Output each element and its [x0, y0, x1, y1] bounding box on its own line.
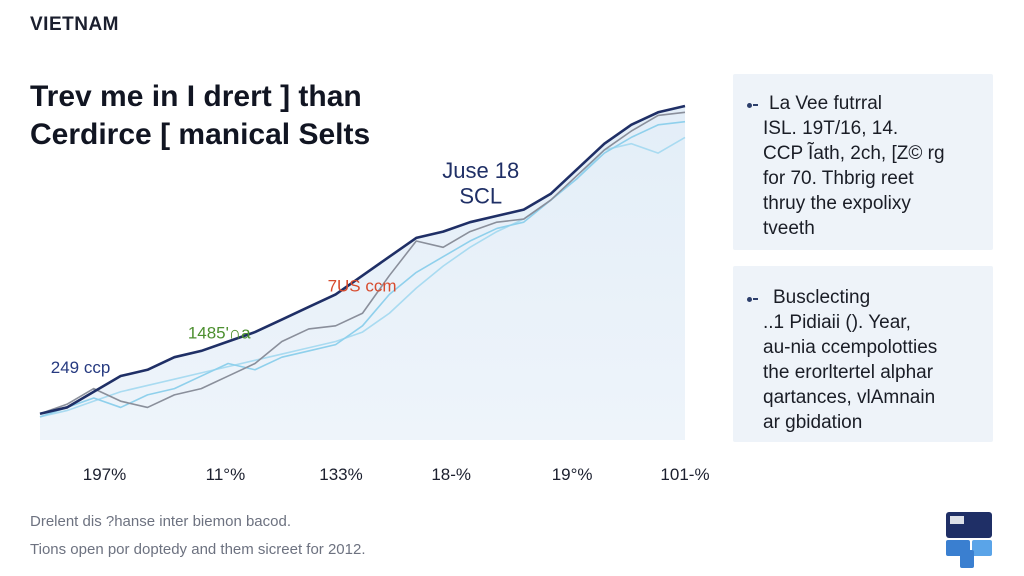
info-card-1: La Vee futrral ISL. 19T/16, 14. CCP Ĩath…	[733, 74, 993, 250]
info-card-2: Busclecting ..1 Pidiaii (). Year, au-nia…	[733, 266, 993, 442]
card-2-line-3: au-nia ccempolotties	[763, 337, 938, 358]
card-2-line-6: ar gbidation	[763, 412, 863, 433]
card-1-line-4: for 70. Thbrig reet	[763, 168, 914, 189]
card-2-line-5: qartances, vlAmnain	[763, 387, 936, 408]
chart-annotation: 249 ccp	[51, 358, 111, 377]
x-tick-label: 11°%	[206, 465, 246, 484]
headline: Trev me in I drert ] than Cerdirce [ man…	[30, 78, 450, 154]
series-line-gray	[39, 111, 686, 415]
x-tick-label: 197%	[83, 465, 126, 484]
brand-name: VIETNAM	[30, 14, 119, 35]
chart-annotation: Juse 18	[442, 158, 519, 183]
card-1-line-1: La Vee futrral	[769, 93, 883, 114]
x-tick-label: 19°%	[552, 465, 593, 484]
bullet-icon	[747, 94, 761, 108]
card-2-line-4: the erorltertel alphar	[763, 362, 934, 383]
card-1-line-3: CCP Ĩath, 2ch, [Z© rg	[763, 143, 945, 164]
bullet-icon	[747, 288, 761, 302]
card-1-line-2: ISL. 19T/16, 14.	[763, 118, 899, 139]
footer-note-1: Drelent dis ?hanse inter biemon bacod.	[30, 513, 291, 530]
chart-annotation: 1485'∩a	[188, 323, 251, 342]
series-line-main	[39, 104, 686, 415]
x-tick-label: 18-%	[431, 465, 471, 484]
card-2-line-1: Busclecting	[773, 287, 871, 308]
chart-area	[40, 106, 685, 440]
brand-logo-icon	[946, 512, 992, 568]
x-tick-label: 133%	[319, 465, 362, 484]
headline-line-2: Cerdirce [ manical Selts	[30, 118, 371, 151]
card-2-line-2: ..1 Pidiaii (). Year,	[763, 312, 911, 333]
chart-annotation: SCL	[459, 183, 502, 208]
x-tick-label: 101-%	[660, 465, 709, 484]
series-line-light-a	[39, 120, 686, 418]
card-1-line-5: thruy the expolixy	[763, 193, 911, 214]
chart-annotation: 7US ccm	[328, 276, 397, 295]
card-1-line-6: tveeth	[763, 218, 815, 239]
headline-line-1: Trev me in I drert ] than	[30, 80, 362, 113]
footer-note-2: Tions open por doptedy and them sicreet …	[30, 541, 366, 558]
